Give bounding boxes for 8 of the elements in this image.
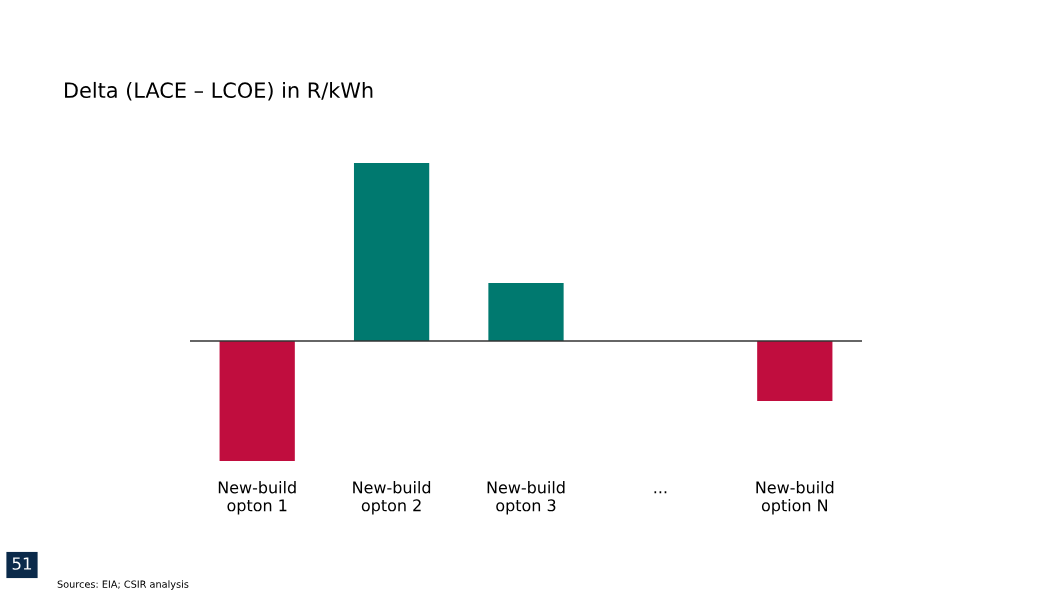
text: 51 — [12, 557, 32, 570]
x-tick-label: New-build opton 1 — [218, 481, 296, 515]
x-tick-label: New-build option N — [756, 481, 834, 515]
x-tick-label: New-build opton 3 — [487, 481, 565, 515]
chart-title: Delta (LACE – LCOE) in R/kWh — [65, 81, 373, 101]
x-tick-label: New-build opton 2 — [353, 481, 431, 515]
x-tick-label: ... — [654, 491, 667, 494]
source-note: Sources: EIA; CSIR analysis — [57, 580, 189, 590]
